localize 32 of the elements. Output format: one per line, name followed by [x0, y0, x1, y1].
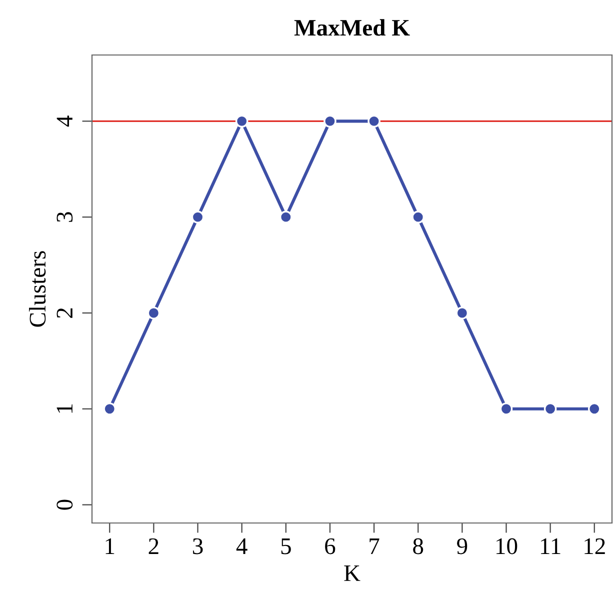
x-tick-label: 7: [370, 538, 380, 554]
point: [368, 114, 380, 128]
x-tick-label: 3: [192, 538, 203, 554]
x-tick-label: 10: [496, 538, 518, 554]
point: [191, 210, 204, 224]
point: [280, 210, 292, 224]
point: [103, 402, 116, 416]
x-tick-label: 2: [148, 538, 158, 554]
x-tick-label: 11: [541, 538, 560, 554]
x-tick-label: 6: [325, 538, 336, 554]
point: [544, 402, 557, 416]
y-tick-label: 4: [56, 116, 72, 127]
y-tick-label: 1: [56, 404, 72, 413]
point: [235, 114, 248, 128]
y-axis-title: Clusters: [29, 251, 46, 327]
x-tick-label: 9: [457, 538, 468, 554]
x-tick-label: 12: [584, 538, 605, 554]
x-tick-label: 5: [281, 538, 291, 554]
y-tick-label: 0: [56, 500, 73, 510]
point: [588, 402, 601, 416]
point: [324, 114, 336, 128]
x-tick-label: 1: [106, 538, 114, 554]
point: [500, 402, 513, 416]
x-tick-label: 4: [236, 538, 248, 554]
point: [412, 210, 424, 224]
x-tick-label: 8: [413, 538, 424, 554]
point: [147, 306, 160, 320]
y-tick-label: 3: [56, 212, 73, 222]
y-tick-label: 2: [56, 308, 72, 318]
x-axis-title: K: [344, 565, 360, 581]
chart-title: MaxMed K: [294, 19, 410, 36]
point: [456, 306, 469, 320]
